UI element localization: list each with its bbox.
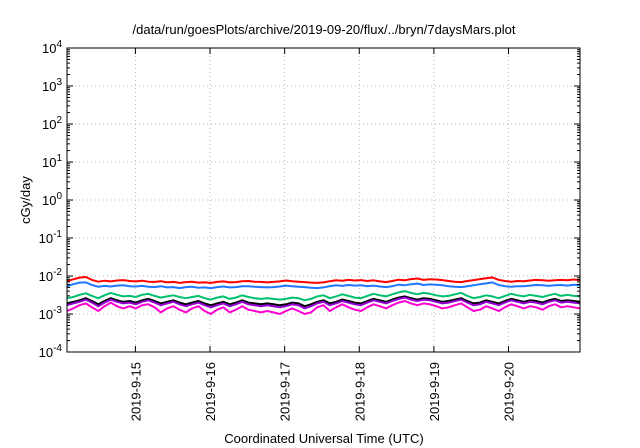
grid-lines: [67, 48, 580, 352]
y-axis-title: cGy/day: [18, 176, 33, 224]
series-line-6: [66, 300, 581, 315]
y-tick-label: 100: [42, 191, 62, 208]
x-tick-labels: 2019-9-15 2019-9-16 2019-9-17 2019-9-18 2019…: [128, 362, 516, 421]
x-tick-label: 2019-9-15: [128, 362, 143, 421]
series-line-5: [66, 296, 581, 310]
series-line-2: [66, 281, 581, 290]
x-tick-label: 2019-9-17: [278, 362, 293, 421]
y-tick-label: 10-3: [39, 305, 63, 322]
x-axis-title: Coordinated Universal Time (UTC): [224, 431, 423, 446]
y-tick-label: 101: [42, 153, 62, 170]
y-tick-label: 103: [42, 77, 62, 94]
series-layer: [66, 276, 581, 315]
y-tick-label: 10-2: [39, 267, 63, 284]
chart-title: /data/run/goesPlots/archive/2019-09-20/f…: [133, 22, 516, 37]
x-tick-label: 2019-9-19: [427, 362, 442, 421]
series-line-3: [66, 290, 581, 302]
series-line-4: [66, 295, 581, 308]
y-tick-label: 10-4: [39, 343, 63, 360]
x-tick-label: 2019-9-16: [203, 362, 218, 421]
y-tick-label: 104: [42, 39, 62, 56]
x-tick-label: 2019-9-18: [352, 362, 367, 421]
x-tick-label: 2019-9-20: [501, 362, 516, 421]
y-tick-label: 102: [42, 115, 62, 132]
tick-marks: [67, 47, 580, 353]
y-tick-labels: 10-4 10-3 10-2 10-1 100 101 102 103 104: [39, 39, 63, 360]
series-line-1: [66, 276, 581, 284]
y-tick-label: 10-1: [39, 229, 63, 246]
